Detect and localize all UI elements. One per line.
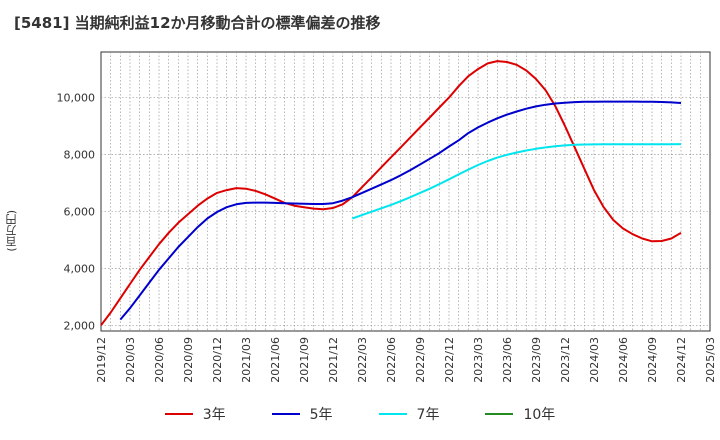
- legend-label: 3年: [202, 407, 226, 423]
- legend-label: 10年: [523, 407, 556, 423]
- legend-item: 5年: [271, 404, 333, 424]
- legend-label: 5年: [309, 407, 333, 423]
- x-tick-label: 2022/06: [385, 337, 398, 383]
- x-tick-label: 2021/09: [298, 337, 311, 383]
- series-line-7年: [351, 143, 682, 220]
- y-tick-label: 6,000: [64, 205, 96, 218]
- x-tick-label: 2023/12: [559, 337, 572, 383]
- x-tick-label: 2024/03: [588, 337, 601, 383]
- x-tick-label: 2022/12: [443, 337, 456, 383]
- x-tick-label: 2021/12: [327, 337, 340, 383]
- y-tick-label: 8,000: [64, 148, 96, 161]
- x-tick-label: 2021/06: [269, 337, 282, 383]
- legend-item: 7年: [378, 404, 440, 424]
- x-tick-label: 2020/03: [124, 337, 137, 383]
- x-tick-label: 2020/09: [182, 337, 195, 383]
- legend-swatch: [164, 413, 193, 415]
- legend-swatch: [378, 413, 407, 415]
- x-tick-label: 2023/09: [530, 337, 543, 383]
- x-tick-label: 2024/12: [675, 337, 688, 383]
- grid: [101, 52, 710, 331]
- x-tick-label: 2024/06: [617, 337, 630, 383]
- chart-title: [5481] 当期純利益12か月移動合計の標準偏差の推移: [14, 14, 381, 32]
- x-tick-label: 2022/09: [414, 337, 427, 383]
- x-tick-label: 2020/12: [211, 337, 224, 383]
- x-tick-label: 2020/06: [153, 337, 166, 383]
- legend-swatch: [485, 413, 514, 415]
- x-tick-label: 2025/03: [704, 337, 717, 383]
- x-tick-label: 2021/03: [240, 337, 253, 383]
- series-lines: [100, 60, 682, 326]
- x-tick-label: 2022/03: [356, 337, 369, 383]
- x-tick-label: 2023/06: [501, 337, 514, 383]
- y-tick-label: 2,000: [64, 319, 96, 332]
- legend-swatch: [271, 413, 300, 415]
- y-tick-label: 4,000: [64, 262, 96, 275]
- legend-item: 10年: [485, 404, 555, 424]
- x-axis-ticks: 2019/12 2020/03 2020/06 2020/09 2020/12 2021/…: [95, 337, 717, 383]
- series-line-3年: [100, 60, 682, 326]
- legend-item: 3年: [164, 404, 226, 424]
- plot-area: [100, 51, 711, 332]
- x-tick-label: 2019/12: [95, 337, 108, 383]
- legend: 3年 5年 7年 10年: [0, 404, 720, 424]
- y-tick-label: 10,000: [57, 92, 96, 105]
- line-chart: 2,000 4,000 6,000 8,000 10,000 2019/12 2020/0…: [57, 51, 717, 383]
- legend-label: 7年: [416, 407, 440, 423]
- x-tick-label: 2023/03: [472, 337, 485, 383]
- series-line-5年: [119, 100, 682, 321]
- y-axis-ticks: 2,000 4,000 6,000 8,000 10,000: [57, 92, 96, 333]
- x-tick-label: 2024/09: [646, 337, 659, 383]
